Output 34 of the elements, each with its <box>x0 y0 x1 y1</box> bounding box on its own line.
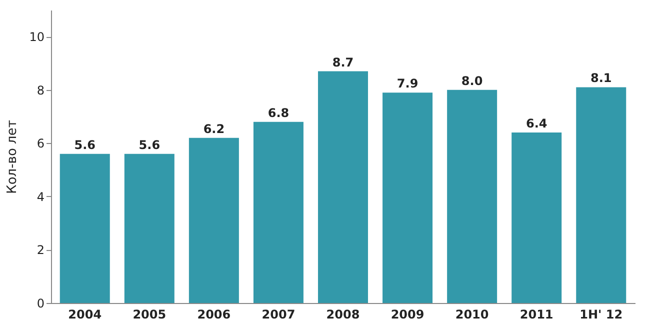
bar <box>318 71 368 303</box>
bar <box>60 154 110 303</box>
y-tick-label: 6 <box>36 136 44 151</box>
bar <box>124 154 174 303</box>
x-tick-label: 2006 <box>197 308 231 322</box>
y-tick-label: 0 <box>36 296 44 310</box>
y-tick-label: 2 <box>36 243 44 258</box>
data-label: 7.9 <box>396 76 418 91</box>
x-tick-label: 2011 <box>520 308 554 322</box>
y-axis-title: Кол-во лет <box>5 120 20 194</box>
bar <box>512 132 562 303</box>
data-label: 6.4 <box>526 116 548 131</box>
x-tick-label: 2010 <box>455 308 489 322</box>
data-label: 5.6 <box>74 138 96 152</box>
bar <box>447 90 498 303</box>
data-label: 8.7 <box>332 55 354 70</box>
data-label: 6.2 <box>203 122 225 136</box>
x-tick-label: 2008 <box>326 308 360 322</box>
x-tick-label: 2005 <box>132 308 166 322</box>
data-label: 5.6 <box>138 138 160 152</box>
bar <box>253 122 304 303</box>
x-tick-label: 1H' 12 <box>580 308 623 322</box>
data-label: 6.8 <box>268 106 290 120</box>
x-tick-label: 2007 <box>262 308 296 322</box>
bar <box>382 92 433 303</box>
y-tick-label: 4 <box>36 190 44 204</box>
y-tick-label: 8 <box>36 83 44 98</box>
x-tick-label: 2004 <box>68 308 102 322</box>
y-tick-label: 10 <box>29 30 44 44</box>
data-label: 8.0 <box>461 74 483 88</box>
data-label: 8.1 <box>590 71 612 86</box>
bar <box>576 87 626 303</box>
x-tick-label: 2009 <box>390 308 424 322</box>
bar <box>188 138 239 303</box>
